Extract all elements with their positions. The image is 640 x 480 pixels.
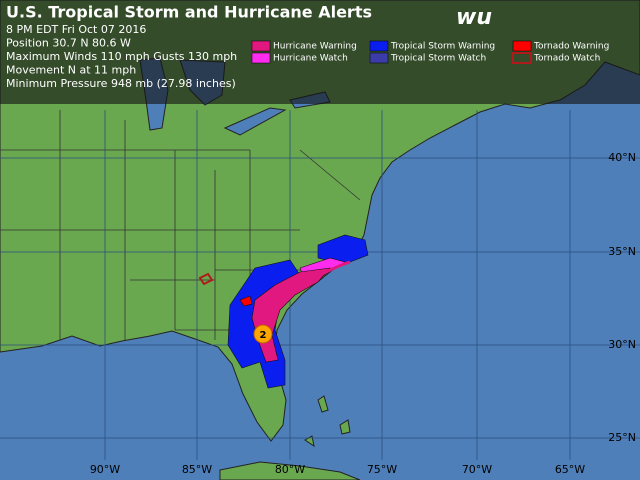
cuba bbox=[219, 461, 361, 480]
info-line: Maximum Winds 110 mph Gusts 130 mph bbox=[6, 50, 237, 63]
legend-label: Tropical Storm Warning bbox=[390, 42, 495, 52]
legend-swatch bbox=[251, 40, 271, 52]
storm-category: 2 bbox=[260, 330, 267, 341]
legend-label: Tornado Warning bbox=[533, 42, 609, 52]
legend-label: Hurricane Watch bbox=[273, 54, 348, 64]
lat-label: 30°N bbox=[608, 338, 636, 351]
alert-area bbox=[239, 295, 253, 307]
legend-swatch bbox=[251, 52, 271, 64]
info-line: Minimum Pressure 948 mb (27.98 inches) bbox=[6, 77, 236, 90]
lon-label: 90°W bbox=[90, 463, 120, 476]
tornado-watch-area bbox=[198, 272, 214, 286]
legend-swatch bbox=[512, 40, 532, 52]
storm-track bbox=[261, 260, 351, 335]
info-line: Position 30.7 N 80.6 W bbox=[6, 37, 131, 50]
lake-erie bbox=[223, 107, 287, 136]
alert-area bbox=[317, 234, 369, 263]
lat-label: 35°N bbox=[608, 245, 636, 258]
legend-swatch bbox=[512, 52, 532, 64]
lon-label: 65°W bbox=[555, 463, 585, 476]
logo: wu bbox=[456, 5, 492, 30]
legend-label: Tornado Watch bbox=[533, 54, 600, 64]
lon-label: 75°W bbox=[367, 463, 397, 476]
info-line: Movement N at 11 mph bbox=[6, 64, 136, 77]
legend: Hurricane Warning Hurricane Watch Tropical… bbox=[251, 40, 609, 64]
info-line: 8 PM EDT Fri Oct 07 2016 bbox=[6, 23, 146, 36]
header-band bbox=[0, 0, 640, 104]
lon-label: 80°W bbox=[275, 463, 305, 476]
title: U.S. Tropical Storm and Hurricane Alerts bbox=[6, 3, 372, 22]
lat-label: 40°N bbox=[608, 151, 636, 164]
legend-swatch bbox=[369, 52, 389, 64]
coordinate-labels: 40°N 35°N 30°N 25°N 90°W 85°W 80°W 75°W 70°W 65°W bbox=[90, 151, 636, 476]
legend-label: Hurricane Warning bbox=[273, 42, 357, 52]
alerts bbox=[198, 234, 369, 389]
lat-label: 25°N bbox=[608, 431, 636, 444]
legend-label: Tropical Storm Watch bbox=[390, 54, 486, 64]
storm-icon bbox=[253, 324, 273, 344]
lon-label: 70°W bbox=[462, 463, 492, 476]
legend-swatch bbox=[369, 40, 389, 52]
lon-label: 85°W bbox=[182, 463, 212, 476]
storm: 2 bbox=[253, 324, 273, 344]
